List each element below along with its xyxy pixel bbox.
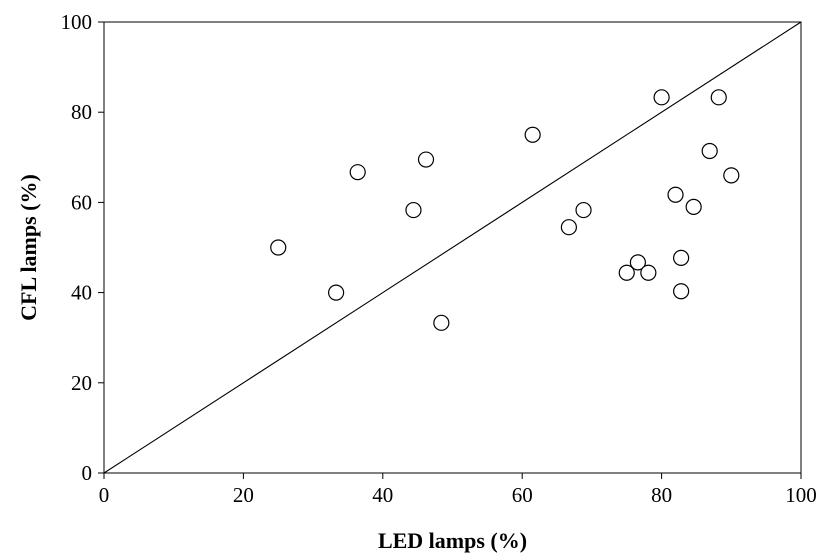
y-tick-label: 0 [82,461,93,485]
data-point [405,201,422,219]
data-point [417,151,435,168]
data-point [667,186,684,203]
data-point [328,284,345,301]
x-axis-title: LED lamps (%) [378,528,527,553]
data-point [270,239,287,256]
data-points [270,89,740,331]
data-point [710,89,727,106]
y-tick-label: 100 [61,10,93,34]
y-axis-title: CFL lamps (%) [16,174,41,321]
data-point [685,198,702,216]
data-point [673,283,690,300]
data-point [673,249,690,266]
data-point [618,264,635,281]
plot-area [103,21,802,474]
y-tick-label: 60 [71,190,92,214]
reference-line-y-equals-x [103,21,802,474]
x-tick-label: 80 [651,483,672,507]
y-tick-label: 20 [71,371,92,395]
x-axis: 0 20 40 60 80 100 [99,473,817,507]
data-point [575,201,592,219]
data-point [701,142,718,160]
x-tick-label: 40 [372,483,393,507]
data-point [524,126,541,143]
x-tick-label: 0 [99,483,110,507]
data-point [653,89,670,106]
y-axis: 0 20 40 60 80 100 [61,10,104,485]
data-point [560,219,577,236]
y-tick-label: 80 [71,100,92,124]
reference-line-layer [103,21,802,474]
y-tick-label: 40 [71,281,92,305]
data-point [629,254,647,271]
data-point [349,164,366,181]
data-point [433,314,450,331]
data-point [640,264,657,281]
x-tick-label: 60 [512,483,533,507]
x-tick-label: 20 [233,483,254,507]
data-point [723,167,740,184]
x-tick-label: 100 [785,483,817,507]
